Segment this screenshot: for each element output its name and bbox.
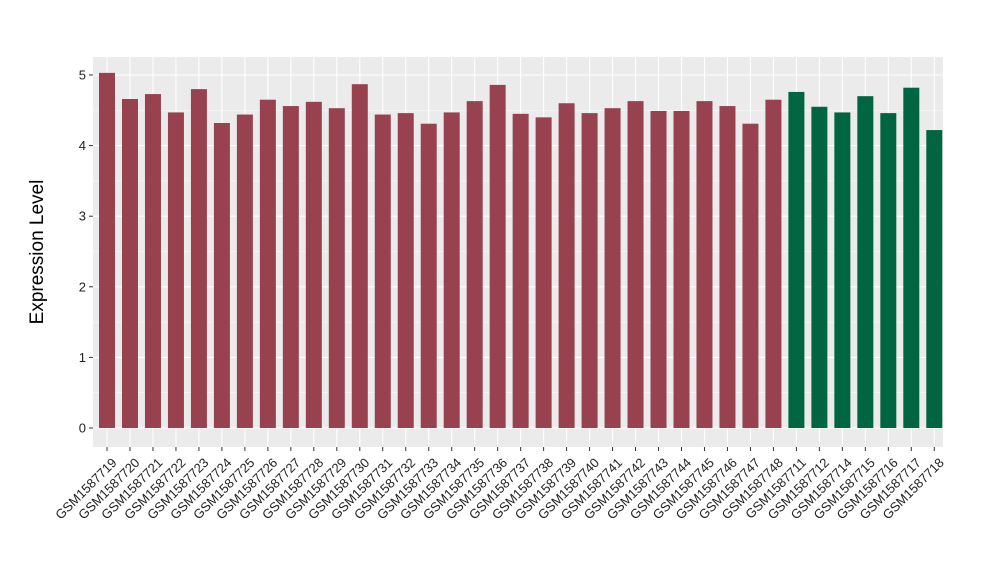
bar-GSM1587734 [443,112,460,428]
bar-GSM1587748 [765,99,782,429]
bar-GSM1587722 [167,112,184,428]
bar-GSM1587729 [328,108,345,428]
bar-GSM1587716 [880,113,897,429]
bar-GSM1587728 [305,101,322,428]
y-tick-label: 4 [79,138,86,153]
bar-GSM1587747 [742,123,759,429]
bar-GSM1587730 [351,84,368,428]
bar-GSM1587743 [650,111,667,429]
bar-GSM1587712 [811,106,828,429]
y-tick-label: 3 [79,209,86,224]
bar-GSM1587735 [466,101,483,428]
bar-GSM1587725 [236,114,253,428]
bar-GSM1587724 [213,123,230,429]
bar-GSM1587727 [282,106,299,429]
bar-GSM1587711 [788,91,805,428]
bar-GSM1587723 [190,89,207,429]
bar-GSM1587746 [719,106,736,429]
bar-GSM1587732 [397,113,414,429]
bar-GSM1587740 [581,113,598,429]
bar-GSM1587715 [857,96,874,429]
bar-GSM1587736 [489,84,506,428]
bar-GSM1587726 [259,99,276,429]
bar-GSM1587739 [558,103,575,429]
x-axis: GSM1587719GSM1587720GSM1587721GSM1587722… [52,447,947,522]
bar-GSM1587744 [673,111,690,429]
bar-GSM1587745 [696,101,713,428]
bar-GSM1587737 [512,113,529,428]
y-tick-label: 2 [79,279,86,294]
bar-GSM1587717 [903,87,920,428]
y-tick-label: 5 [79,68,86,83]
y-axis-title: Expression Level [27,180,48,325]
bar-GSM1587741 [604,108,621,428]
y-tick-label: 1 [79,350,86,365]
y-axis: 0 1 2 3 4 5 [79,68,93,436]
bar-GSM1587742 [627,101,644,428]
bar-GSM1587731 [374,114,391,428]
bar-GSM1587738 [535,117,552,429]
bars [99,72,943,429]
bar-GSM1587733 [420,123,437,429]
bar-GSM1587720 [121,99,138,428]
y-tick-label: 0 [79,421,86,436]
bar-GSM1587718 [926,130,943,428]
bar-GSM1587719 [99,72,115,428]
bar-GSM1587721 [144,94,161,428]
bar-GSM1587714 [834,112,851,428]
